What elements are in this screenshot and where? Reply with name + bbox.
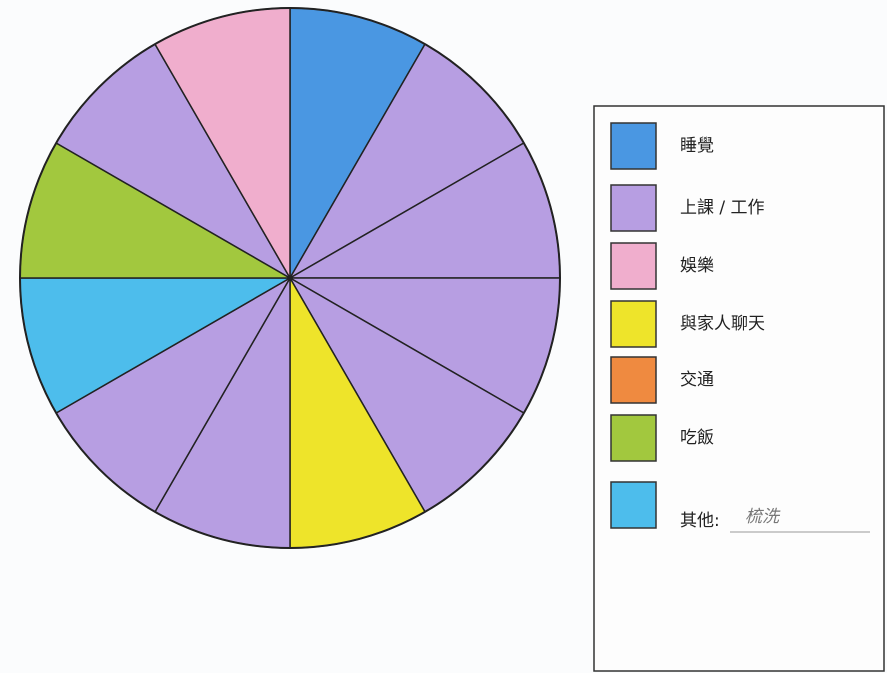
legend-label: 其他: bbox=[680, 511, 720, 531]
legend-swatch bbox=[610, 356, 657, 404]
legend-label: 睡覺 bbox=[680, 136, 714, 156]
legend-label: 吃飯 bbox=[680, 428, 714, 448]
legend-label: 上課 / 工作 bbox=[680, 198, 765, 218]
legend-swatch bbox=[610, 481, 657, 529]
legend-note: 梳洗 bbox=[745, 507, 781, 527]
legend-label: 交通 bbox=[680, 370, 714, 390]
legend-swatch bbox=[610, 122, 657, 170]
legend-label: 娛樂 bbox=[680, 256, 714, 276]
legend-swatch bbox=[610, 414, 657, 462]
legend-swatch bbox=[610, 242, 657, 290]
legend-swatch bbox=[610, 184, 657, 232]
pie-outline bbox=[19, 7, 561, 549]
legend-label: 與家人聊天 bbox=[680, 314, 765, 334]
legend-swatch bbox=[610, 300, 657, 348]
